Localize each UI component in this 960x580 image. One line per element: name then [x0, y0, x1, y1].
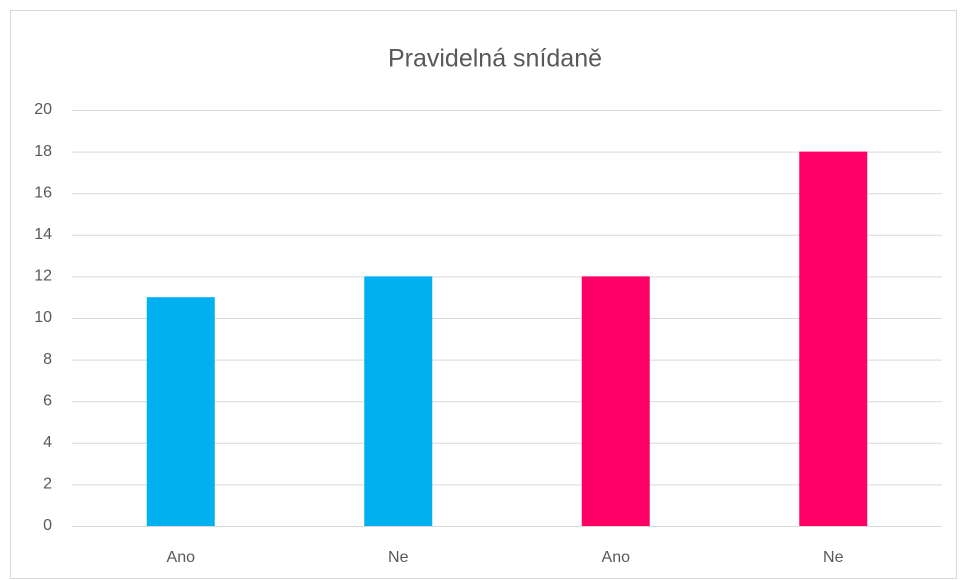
bar	[581, 276, 650, 526]
bar	[799, 151, 868, 526]
y-tick-label: 6	[43, 392, 52, 409]
x-tick-label: Ne	[823, 549, 844, 566]
y-tick-label: 12	[34, 268, 52, 285]
chart-title: Pravidelná snídaně	[388, 45, 602, 73]
x-tick-label: Ano	[167, 549, 196, 566]
y-tick-label: 14	[34, 226, 52, 243]
y-tick-label: 16	[34, 184, 52, 201]
y-tick-label: 20	[34, 101, 52, 118]
bar	[146, 297, 215, 526]
y-tick-label: 4	[43, 434, 52, 451]
y-tick-label: 2	[43, 476, 52, 493]
y-tick-label: 0	[43, 517, 52, 534]
y-tick-label: 18	[34, 143, 52, 160]
x-tick-label: Ne	[388, 549, 409, 566]
y-tick-label: 8	[43, 351, 52, 368]
bar	[364, 276, 433, 526]
x-tick-label: Ano	[602, 549, 631, 566]
y-tick-label: 10	[34, 309, 52, 326]
